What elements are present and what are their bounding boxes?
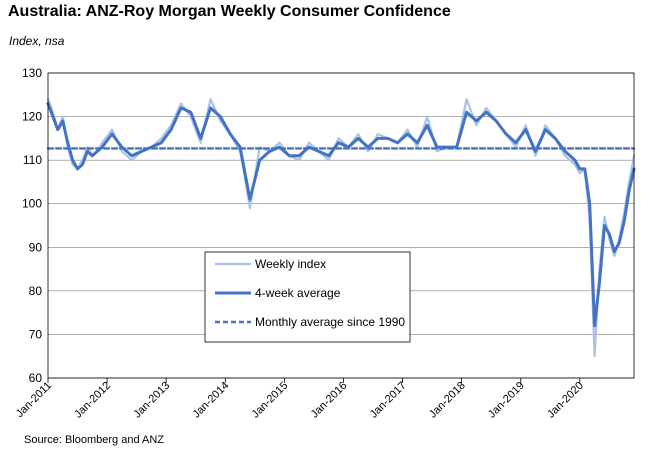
x-tick-label: Jan-2020	[545, 380, 586, 421]
legend-box	[204, 251, 411, 343]
y-tick-label: 100	[22, 197, 42, 211]
series-lines	[46, 97, 636, 358]
series-line-0	[46, 97, 636, 358]
legend-label-0: Weekly index	[255, 257, 326, 271]
y-tick-label: 90	[29, 240, 43, 254]
legend-label-2: Monthly average since 1990	[255, 315, 405, 329]
x-tick-label: Jan-2011	[14, 380, 54, 420]
x-tick-label: Jan-2017	[368, 380, 409, 421]
x-tick-label: Jan-2019	[486, 380, 527, 421]
y-tick-label: 110	[23, 153, 42, 167]
y-tick-label: 120	[22, 110, 42, 124]
legend-label-1: 4-week average	[255, 286, 341, 300]
x-tick-label: Jan-2016	[309, 380, 350, 421]
x-tick-label: Jan-2018	[427, 380, 468, 421]
y-tick-label: 60	[29, 371, 43, 385]
series-line-1	[46, 102, 636, 328]
y-tick-label: 80	[29, 284, 43, 298]
y-axis-unit-label: Index, nsa	[9, 34, 65, 48]
x-tick-label: Jan-2014	[190, 380, 231, 421]
x-tick-label: Jan-2015	[250, 380, 291, 421]
plot-area	[47, 72, 635, 379]
x-tick-label: Jan-2013	[131, 380, 172, 421]
y-tick-label: 70	[29, 327, 43, 341]
source-note: Source: Bloomberg and ANZ	[24, 434, 165, 446]
legend: Weekly index 4-week average Monthly averag…	[204, 251, 411, 343]
x-axis-ticks: Jan-2011 Jan-2012 Jan-2013 Jan-2014 Jan-2015…	[14, 378, 586, 421]
x-tick-label: Jan-2012	[72, 380, 113, 421]
chart-title: Australia: ANZ-Roy Morgan Weekly Consume…	[8, 3, 451, 20]
y-axis-ticks: 60 70 80 90 100 110 120 130	[22, 66, 42, 385]
y-tick-label: 130	[22, 66, 42, 80]
